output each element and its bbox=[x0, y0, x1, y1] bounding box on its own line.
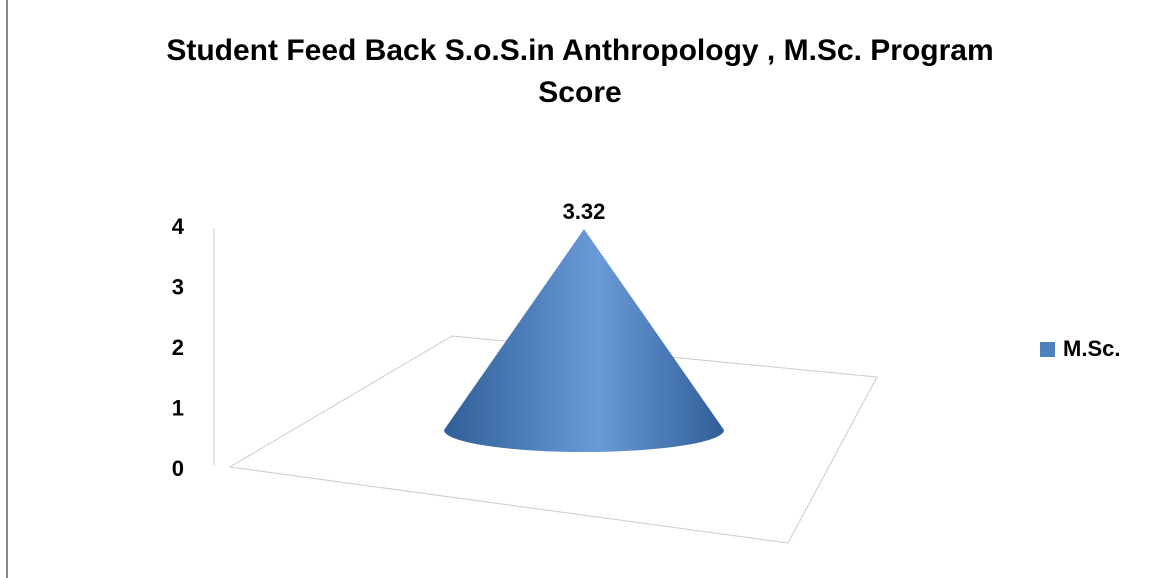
y-tick-label: 0 bbox=[172, 456, 184, 481]
floor bbox=[228, 335, 878, 544]
y-tick-label: 2 bbox=[172, 335, 184, 360]
y-tick-label: 1 bbox=[172, 395, 184, 420]
legend-label: M.Sc. bbox=[1063, 336, 1120, 361]
legend-swatch bbox=[1040, 342, 1055, 357]
y-tick-label: 4 bbox=[172, 214, 185, 239]
cone bbox=[444, 229, 724, 452]
chart-title: Student Feed Back S.o.S.in Anthropology … bbox=[166, 34, 994, 109]
data-label: 3.32 bbox=[563, 199, 606, 224]
y-tick-label: 3 bbox=[172, 274, 184, 299]
